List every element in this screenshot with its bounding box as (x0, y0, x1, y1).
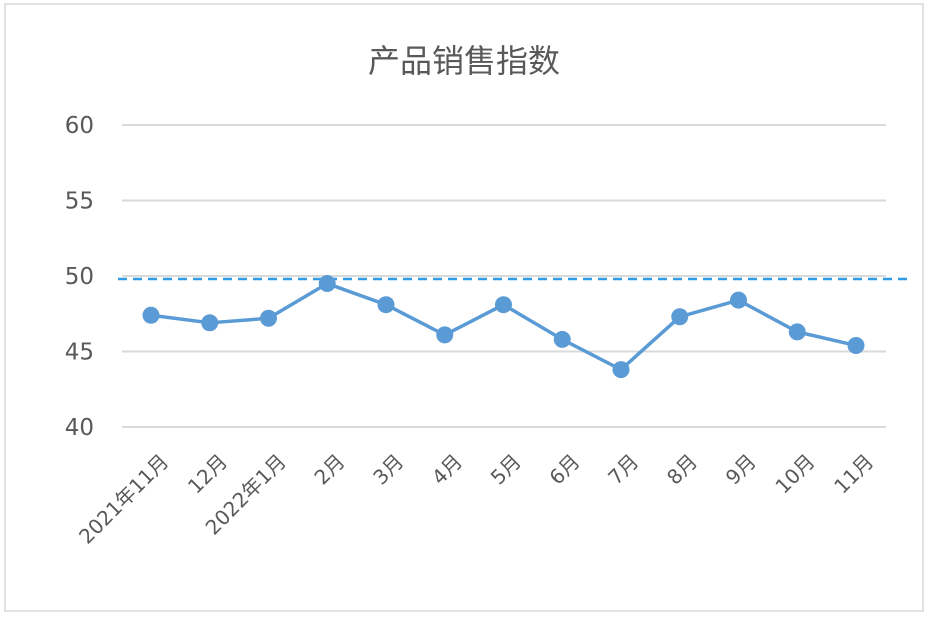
gridlines (122, 124, 886, 428)
data-point (201, 314, 219, 332)
data-point (260, 309, 277, 327)
data-point (730, 291, 747, 309)
y-axis-ticks: 40 45 50 55 60 (65, 113, 94, 441)
data-point (612, 361, 630, 379)
data-point (847, 336, 865, 354)
data-point (377, 296, 395, 314)
data-point (142, 306, 160, 324)
ytick-label: 50 (65, 264, 94, 290)
ytick-label: 60 (65, 113, 94, 139)
ytick-label: 45 (65, 340, 94, 366)
ytick-label: 55 (65, 189, 94, 215)
data-point (788, 323, 806, 341)
chart-title: 产品销售指数 (368, 42, 560, 80)
series-layer (142, 275, 865, 379)
data-point (671, 308, 689, 326)
data-point (436, 326, 454, 344)
ytick-label: 40 (65, 415, 94, 441)
chart-frame (4, 3, 924, 612)
data-point (318, 275, 336, 293)
data-point (553, 330, 571, 348)
data-point (495, 296, 512, 314)
